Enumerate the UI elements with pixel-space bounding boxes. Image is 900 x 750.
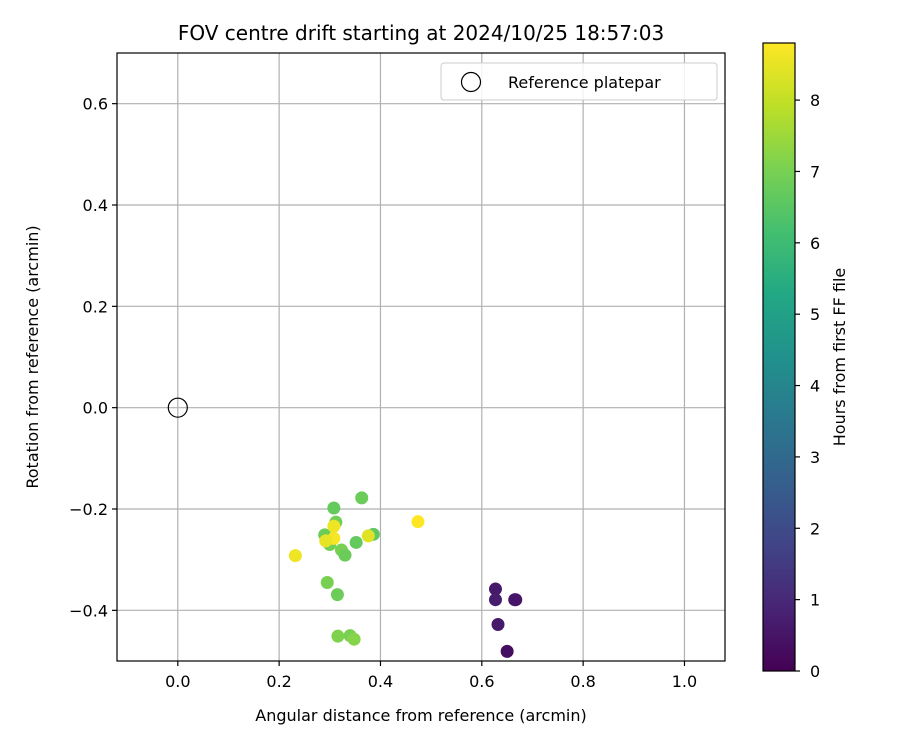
colorbar-tick-label: 6: [810, 234, 820, 253]
x-tick-label: 0.6: [469, 672, 494, 691]
colorbar-tick-label: 8: [810, 91, 820, 110]
x-axis-label: Angular distance from reference (arcmin): [255, 706, 586, 725]
colorbar-tick-label: 3: [810, 448, 820, 467]
data-point: [355, 491, 369, 505]
data-point: [288, 549, 302, 563]
data-point: [338, 548, 352, 562]
y-tick-label: −0.4: [69, 601, 108, 620]
y-tick-label: 0.4: [83, 196, 108, 215]
colorbar-gradient: [763, 43, 795, 671]
data-point: [349, 535, 363, 549]
legend-box: [440, 62, 718, 101]
data-point: [319, 534, 333, 548]
x-tick-label: 0.4: [368, 672, 393, 691]
reference-marker-group: [167, 397, 188, 418]
data-point: [331, 629, 345, 643]
legend: Reference platepar: [440, 62, 718, 101]
colorbar-ticks: 0 1 2 3 4 5 6 7 8: [795, 91, 820, 681]
colorbar-tick-label: 2: [810, 519, 820, 538]
reference-platepar-marker: [167, 397, 188, 418]
data-point: [327, 501, 341, 515]
x-tick-label: 0.2: [266, 672, 291, 691]
x-tick-label: 0.8: [570, 672, 595, 691]
x-axis-ticks: 0.0 0.2 0.4 0.6 0.8 1.0: [165, 661, 697, 691]
data-point: [327, 519, 341, 533]
data-points: [288, 491, 523, 658]
y-tick-label: 0.2: [83, 297, 108, 316]
data-point: [488, 593, 502, 607]
data-point: [509, 593, 523, 607]
data-point: [330, 588, 344, 602]
colorbar-tick-label: 1: [810, 591, 820, 610]
legend-marker: [460, 71, 482, 93]
data-point: [361, 529, 375, 543]
data-point: [347, 632, 361, 646]
x-tick-label: 0.0: [165, 672, 190, 691]
y-axis-label: Rotation from reference (arcmin): [23, 225, 42, 488]
legend-entry-label: Reference platepar: [508, 73, 661, 92]
data-point: [500, 644, 514, 658]
colorbar-frame: [762, 42, 796, 672]
colorbar: 0 1 2 3 4 5 6 7 8 Hours from first FF file: [762, 42, 849, 681]
data-point: [491, 618, 505, 632]
chart-title: FOV centre drift starting at 2024/10/25 …: [178, 21, 664, 45]
grid-lines: [117, 53, 725, 661]
colorbar-tick-label: 0: [810, 662, 820, 681]
colorbar-tick-label: 7: [810, 162, 820, 181]
data-point: [320, 575, 334, 589]
y-tick-label: 0.6: [83, 95, 108, 114]
data-point: [411, 515, 425, 529]
plot-frame: [116, 52, 726, 662]
y-tick-label: −0.2: [69, 500, 108, 519]
x-tick-label: 1.0: [672, 672, 697, 691]
y-tick-label: 0.0: [83, 399, 108, 418]
data-point: [488, 582, 502, 596]
y-axis-ticks: −0.4 −0.2 0.0 0.2 0.4 0.6: [69, 95, 117, 620]
colorbar-label: Hours from first FF file: [830, 268, 849, 447]
colorbar-tick-label: 4: [810, 377, 820, 396]
colorbar-tick-label: 5: [810, 305, 820, 324]
